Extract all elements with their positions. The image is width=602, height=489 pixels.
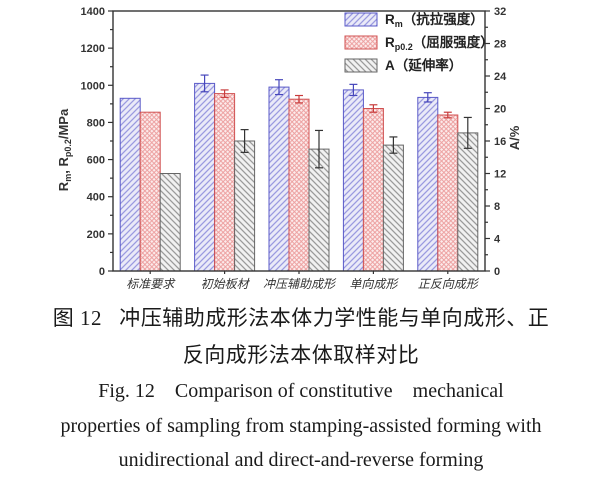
bar-Rp0.2-标准要求 xyxy=(139,111,161,272)
left-tick-label-400: 400 xyxy=(87,192,105,204)
error-bar-A-冲压辅助成形 xyxy=(315,129,323,169)
right-tick-label-0: 0 xyxy=(494,266,500,278)
left-tick-label-0: 0 xyxy=(99,266,105,278)
axis-ticks xyxy=(108,10,490,274)
bar-chart: 0 200 400 600 800 1000 1200 1400 0 4 8 12 16 20 24 28 32… xyxy=(56,6,522,291)
left-tick-label-600: 600 xyxy=(87,155,105,167)
legend-swatch-Rp0.2 xyxy=(344,35,378,50)
bar-Rm-正反向成形 xyxy=(417,96,439,272)
bar-Rm-标准要求 xyxy=(119,97,141,272)
legend-label-Rp0.2: Rp0.2（屈服强度） xyxy=(385,34,494,52)
error-bar-Rp0.2-正反向成形 xyxy=(443,111,452,119)
error-bar-Rm-初始板材 xyxy=(200,74,209,93)
category-label-2: 冲压辅助成形 xyxy=(263,277,337,291)
bar-Rp0.2-正反向成形 xyxy=(437,114,459,272)
right-tick-label-4: 4 xyxy=(494,234,501,246)
right-tick-label-28: 28 xyxy=(494,39,506,51)
error-bar-Rm-冲压辅助成形 xyxy=(275,79,283,96)
category-label-3: 单向成形 xyxy=(349,277,399,291)
right-tick-label-12: 12 xyxy=(494,169,506,181)
error-bar-Rp0.2-单向成形 xyxy=(369,104,378,113)
bar-A-标准要求 xyxy=(159,173,181,272)
category-label-4: 正反向成形 xyxy=(418,277,480,291)
left-axis-title: Rm, Rp0.2/MPa xyxy=(56,108,73,191)
right-tick-label-8: 8 xyxy=(494,201,500,213)
right-axis-title: A/% xyxy=(507,125,522,150)
error-bar-Rp0.2-冲压辅助成形 xyxy=(295,94,303,104)
left-tick-label-800: 800 xyxy=(87,117,105,129)
bar-A-单向成形 xyxy=(382,144,404,272)
caption-en-line1: Fig. 12 Comparison of constitutive mecha… xyxy=(98,380,504,402)
bar-Rp0.2-初始板材 xyxy=(214,93,236,272)
bar-Rm-冲压辅助成形 xyxy=(268,86,290,272)
legend-swatch-Rm xyxy=(344,12,378,27)
caption-zh-line2: 反向成形法本体取样对比 xyxy=(182,343,420,367)
error-bar-A-单向成形 xyxy=(389,136,398,154)
chart-area: 0 200 400 600 800 1000 1200 1400 0 4 8 12 16 20 24 28 32… xyxy=(56,6,522,291)
bar-Rm-初始板材 xyxy=(194,82,216,272)
right-tick-label-16: 16 xyxy=(494,136,506,148)
error-bar-Rm-正反向成形 xyxy=(423,92,432,103)
category-label-0: 标准要求 xyxy=(126,277,176,291)
caption-en-line2: properties of sampling from stamping-ass… xyxy=(60,414,542,437)
bar-A-正反向成形 xyxy=(457,132,479,272)
left-tick-label-1200: 1200 xyxy=(81,43,105,55)
caption-zh-line1: 图 12 冲压辅助成形法本体力学性能与单向成形、正 xyxy=(52,306,550,330)
right-tick-label-20: 20 xyxy=(494,104,506,116)
bar-Rm-单向成形 xyxy=(342,89,364,272)
bar-A-初始板材 xyxy=(234,140,256,272)
legend-label-Rm: Rm（抗拉强度） xyxy=(385,11,484,29)
error-bar-A-正反向成形 xyxy=(463,116,472,149)
caption-en-line3: unidirectional and direct-and-reverse fo… xyxy=(118,449,484,471)
category-label-1: 初始板材 xyxy=(201,277,251,291)
bar-Rp0.2-冲压辅助成形 xyxy=(288,98,310,272)
error-bar-Rm-单向成形 xyxy=(349,83,358,97)
figure-caption: 图 12 冲压辅助成形法本体力学性能与单向成形、正 反向成形法本体取样对比 Fi… xyxy=(0,300,602,478)
legend-label-A: A（延伸率） xyxy=(385,57,462,73)
right-tick-label-24: 24 xyxy=(494,71,507,83)
left-tick-label-1400: 1400 xyxy=(81,6,105,18)
left-tick-label-200: 200 xyxy=(87,229,105,241)
left-tick-label-1000: 1000 xyxy=(81,80,105,92)
error-bar-Rp0.2-初始板材 xyxy=(220,89,229,98)
legend-swatch-A xyxy=(344,58,378,73)
right-tick-label-32: 32 xyxy=(494,6,506,18)
error-bar-A-初始板材 xyxy=(240,129,249,153)
bar-Rp0.2-单向成形 xyxy=(362,108,384,272)
